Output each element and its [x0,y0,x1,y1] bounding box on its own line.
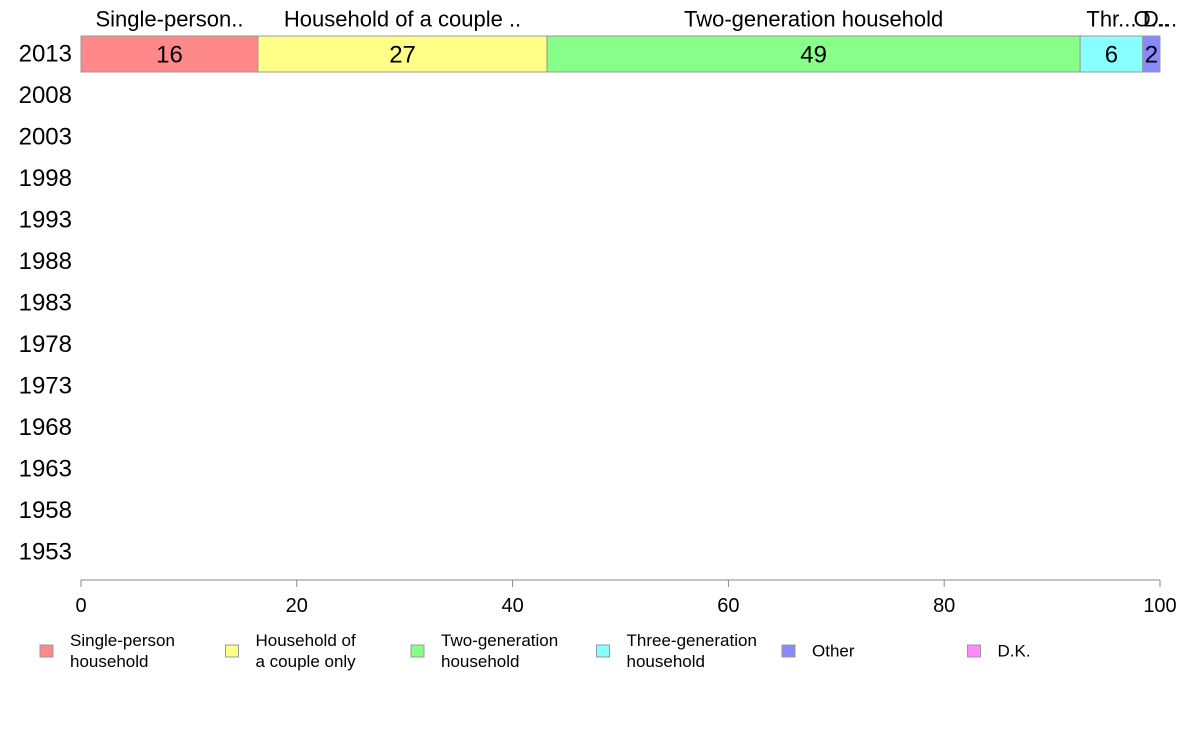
legend-label: household [627,652,705,671]
category-label: 1958 [19,497,72,524]
category-label: 1978 [19,331,72,358]
legend-label: Two-generation [441,631,558,650]
category-label: 1968 [19,414,72,441]
category-label: 2003 [19,124,72,151]
bar-segment [546,35,1081,73]
data-label: 16 [156,42,183,69]
category-label: 1988 [19,248,72,275]
legend-swatch [967,644,981,658]
legend-label: a couple only [256,652,357,671]
category-label: 1963 [19,456,72,483]
segment-top-label: Thr... [1086,7,1136,32]
legend-label: D.K. [998,642,1031,661]
bar-segment [80,35,259,73]
segment-top-label: O... [1134,7,1169,32]
data-label: 2 [1145,42,1158,69]
x-tick-label: 60 [717,595,739,617]
category-label: 2008 [19,82,72,109]
legend-swatch [781,644,796,658]
category-label: 1993 [19,207,72,234]
segment-top-label: Two-generation household [684,7,943,32]
data-label: 49 [800,42,827,69]
category-label: 1998 [19,165,72,192]
data-label: 27 [389,42,416,69]
segment-top-label: Single-person.. [95,7,243,32]
segment-top-label: Household of a couple .. [284,7,521,32]
x-tick-label: 20 [286,595,308,617]
x-tick-label: 80 [933,595,955,617]
bar-segment [257,35,548,73]
legend-label: Single-person [70,631,175,650]
category-label: 1983 [19,290,72,317]
bar-segment [1142,35,1161,73]
legend-label: household [441,652,519,671]
legend-swatch [225,644,239,658]
legend-swatch [39,644,54,658]
x-tick-label: 100 [1143,595,1176,617]
legend-label: Three-generation [627,631,757,650]
data-label: 6 [1105,42,1118,69]
legend-label: household [70,652,148,671]
legend-swatch [410,644,425,658]
legend-label: Household of [256,631,356,650]
legend-label: Other [812,642,855,661]
category-label: 1953 [19,539,72,566]
x-tick-label: 40 [501,595,523,617]
category-label: 1973 [19,373,72,400]
segment-top-label: D... [1143,7,1177,32]
legend-swatch [596,644,610,658]
x-tick-label: 0 [75,595,86,617]
category-label: 2013 [19,41,72,68]
